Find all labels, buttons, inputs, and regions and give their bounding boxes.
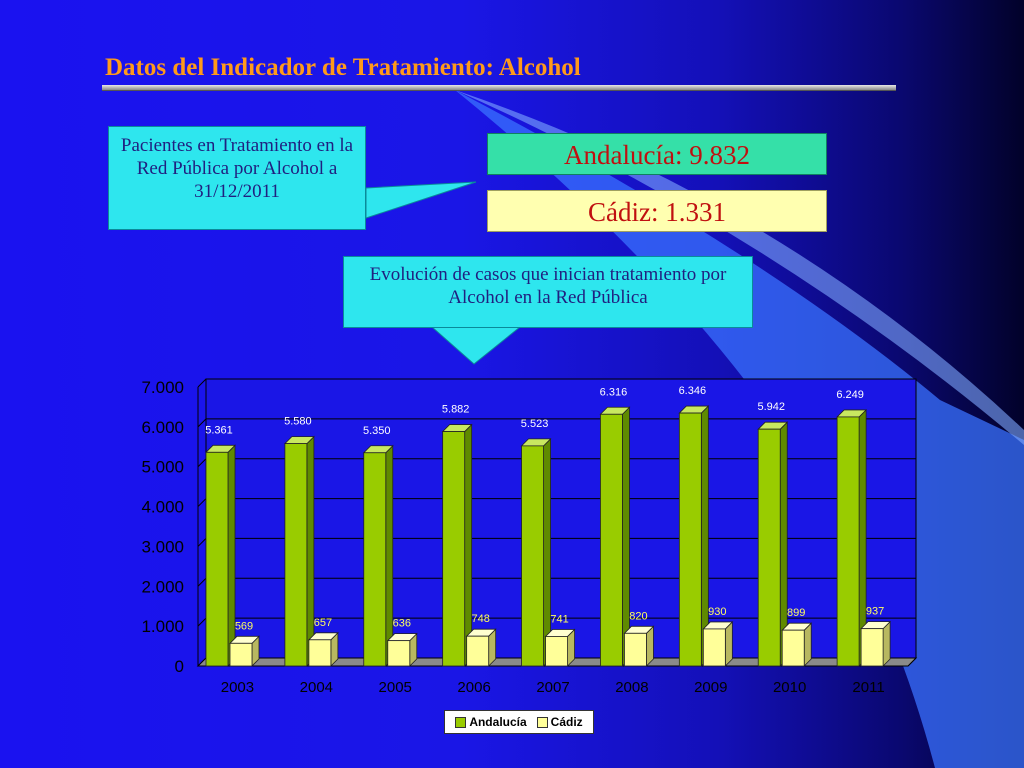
- data-label-cadiz: 741: [550, 613, 568, 625]
- x-tick-label: 2007: [536, 679, 569, 696]
- data-label-andalucia: 5.882: [442, 404, 470, 416]
- bar-andalucia: [678, 412, 702, 667]
- x-tick-label: 2008: [615, 679, 648, 696]
- bar-andalucia: [284, 443, 308, 667]
- data-label-cadiz: 820: [629, 610, 647, 622]
- page-title: Datos del Indicador de Tratamiento: Alco…: [105, 54, 581, 81]
- data-label-andalucia: 5.580: [284, 416, 312, 428]
- y-tick-label: 2.000: [141, 577, 184, 596]
- legend-label-cadiz: Cádiz: [550, 715, 583, 729]
- data-label-cadiz: 657: [314, 617, 332, 629]
- legend-swatch-cadiz: [536, 717, 548, 729]
- bar-cadiz: [545, 636, 568, 667]
- chart-legend: Andalucía Cádiz: [444, 710, 594, 734]
- x-tick-label: 2004: [300, 679, 333, 696]
- bar-cadiz: [702, 628, 726, 667]
- bar-andalucia: [442, 431, 466, 667]
- data-label-andalucia: 6.346: [679, 385, 707, 397]
- legend-item-andalucia: Andalucía: [455, 715, 527, 729]
- cadiz-total: Cádiz: 1.331: [487, 190, 827, 232]
- bar-andalucia-side: [464, 423, 473, 667]
- x-tick-label: 2003: [221, 679, 254, 696]
- y-tick-label: 4.000: [141, 498, 184, 517]
- bar-cadiz-side: [882, 620, 891, 667]
- data-label-andalucia: 5.361: [205, 424, 233, 436]
- patients-callout: Pacientes en Tratamiento en la Red Públi…: [108, 126, 366, 230]
- data-label-andalucia: 6.316: [600, 386, 628, 398]
- data-label-cadiz: 937: [866, 606, 884, 618]
- bar-cadiz: [624, 632, 647, 667]
- bar-andalucia: [363, 452, 387, 667]
- y-tick-label: 6.000: [141, 418, 184, 437]
- bar-andalucia-side: [227, 444, 236, 667]
- x-tick-label: 2009: [694, 679, 727, 696]
- bar-andalucia: [757, 428, 781, 667]
- x-tick-label: 2010: [773, 679, 806, 696]
- data-label-andalucia: 5.350: [363, 425, 391, 437]
- data-label-cadiz: 636: [393, 618, 411, 630]
- bar-cadiz: [466, 635, 490, 667]
- x-tick-label: 2011: [852, 679, 884, 696]
- andalucia-total: Andalucía: 9.832: [487, 133, 827, 175]
- bar-cadiz: [308, 639, 332, 667]
- data-label-cadiz: 748: [471, 613, 489, 625]
- gridline: [197, 378, 916, 388]
- y-tick-label: 0: [175, 657, 184, 676]
- bar-cadiz: [860, 628, 884, 667]
- bar-cadiz-side: [724, 620, 733, 667]
- legend-label-andalucia: Andalucía: [469, 715, 527, 729]
- y-tick-label: 1.000: [141, 617, 184, 636]
- x-tick-label: 2005: [379, 679, 412, 696]
- bar-andalucia: [600, 413, 623, 667]
- bar-cadiz: [229, 642, 253, 667]
- bar-cadiz: [387, 640, 411, 667]
- data-label-cadiz: 930: [708, 606, 726, 618]
- bar-cadiz: [781, 629, 805, 667]
- data-label-cadiz: 569: [235, 620, 253, 632]
- y-tick-label: 5.000: [141, 458, 184, 477]
- data-label-andalucia: 6.249: [836, 389, 864, 401]
- bar-andalucia-side: [622, 406, 630, 667]
- bar-andalucia: [205, 451, 229, 667]
- legend-swatch-andalucia: [455, 717, 467, 729]
- bar-andalucia: [836, 416, 860, 667]
- y-tick-label: 3.000: [141, 537, 184, 556]
- evolution-callout: Evolución de casos que inician tratamien…: [343, 256, 753, 328]
- bar-andalucia: [521, 445, 544, 667]
- bar-andalucia-side: [306, 435, 315, 667]
- legend-item-cadiz: Cádiz: [536, 715, 583, 729]
- title-underline: [102, 85, 896, 91]
- y-tick-label: 7.000: [141, 378, 184, 397]
- x-tick-label: 2006: [457, 679, 490, 696]
- bar-andalucia-side: [543, 437, 551, 667]
- bar-andalucia-side: [385, 444, 394, 667]
- data-label-andalucia: 5.942: [757, 401, 785, 413]
- data-label-cadiz: 899: [787, 607, 805, 619]
- data-label-andalucia: 5.523: [521, 418, 549, 430]
